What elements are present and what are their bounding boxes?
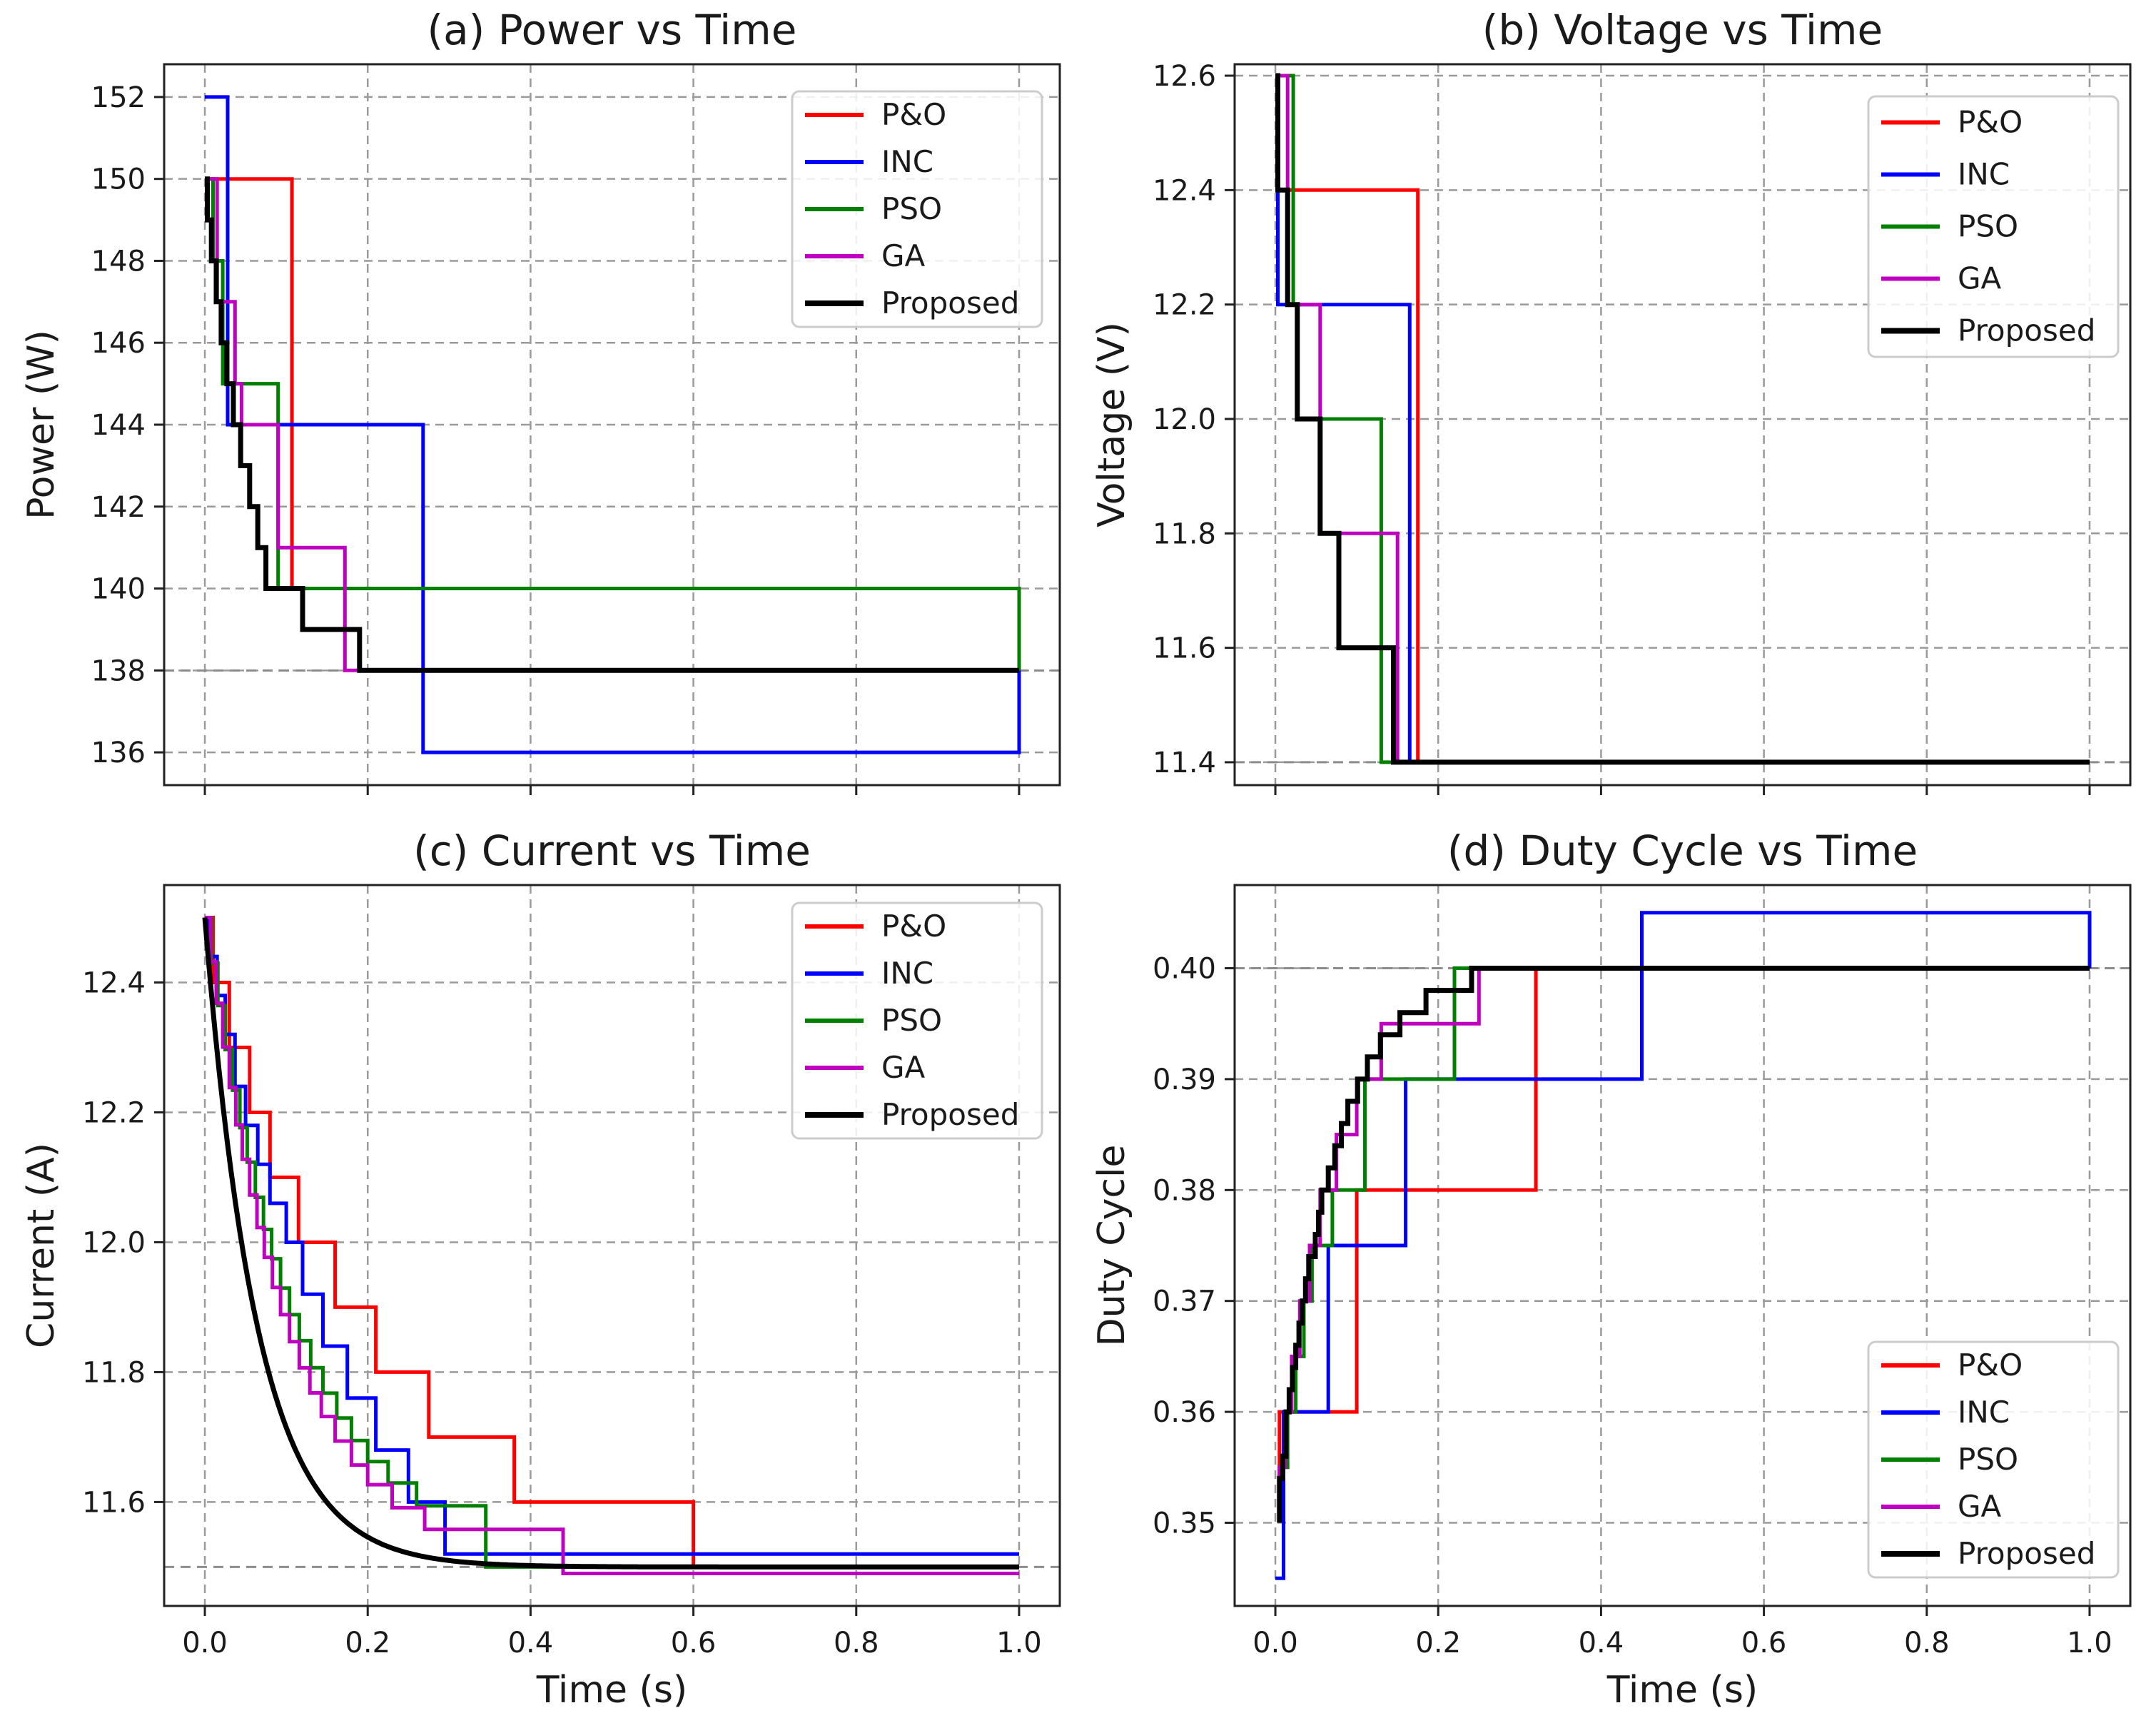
y-tick-label: 12.4 [82, 966, 146, 999]
legend-label: INC [1958, 1395, 2010, 1430]
legend-label: Proposed [1958, 313, 2095, 348]
legend: P&O INC PSO GA Proposed [1867, 95, 2120, 358]
x-tick-label: 0.8 [1904, 1627, 1950, 1659]
y-tick-label: 11.8 [1153, 517, 1216, 550]
y-tick-label: 12.2 [1153, 289, 1216, 322]
legend-box [791, 90, 1043, 328]
chart-panel-4: 0.0 0.2 0.4 0.6 0.8 1.0 0.35 0.36 0.37 0.38 0.39 0.… [1090, 827, 2132, 1712]
x-tick-label: 0.4 [508, 1627, 554, 1659]
x-tick-label: 0.0 [1252, 1627, 1298, 1659]
y-tick-label: 140 [91, 573, 146, 606]
x-axis-label: Time (s) [536, 1669, 687, 1712]
y-tick-label: 12.2 [82, 1096, 146, 1129]
series-line-proposed [202, 917, 1019, 1570]
chart-title: (b) Voltage vs Time [1482, 6, 1883, 54]
y-tick-label: 12.6 [1153, 60, 1216, 93]
legend-label: GA [1958, 1489, 2002, 1524]
plot-area [1275, 73, 2090, 765]
legend-label: GA [1958, 261, 2002, 296]
chart-panel-3: 0.0 0.2 0.4 0.6 0.8 1.0 11.6 11.8 12.0 12.2 12.4 (c… [20, 827, 1061, 1712]
y-axis-label: Current (A) [20, 1143, 63, 1348]
chart-panel-2: 11.4 11.6 11.8 12.0 12.2 12.4 12.6 (b) Voltage … [1090, 6, 2132, 795]
plot-area [205, 95, 1021, 754]
series-line-pso [205, 916, 1019, 1569]
y-axis-label: Duty Cycle [1090, 1145, 1133, 1347]
x-tick-label: 0.0 [182, 1627, 228, 1659]
legend-label: Proposed [881, 1097, 1019, 1132]
x-tick-label: 0.6 [671, 1627, 717, 1659]
x-tick-label: 0.2 [1415, 1627, 1461, 1659]
y-tick-label: 11.8 [82, 1356, 146, 1389]
y-tick-label: 11.4 [1153, 747, 1216, 779]
y-tick-label: 11.6 [82, 1486, 146, 1519]
series-line-po [205, 916, 1019, 1569]
y-tick-label: 12.0 [82, 1226, 146, 1259]
legend-label: PSO [881, 191, 942, 226]
y-tick-label: 0.36 [1153, 1396, 1216, 1429]
legend-label: PSO [881, 1003, 942, 1038]
y-tick-label: 0.38 [1153, 1174, 1216, 1207]
legend-label: P&O [881, 97, 946, 132]
chart-title: (a) Power vs Time [427, 6, 797, 54]
y-tick-label: 142 [91, 491, 146, 524]
series-line-inc [205, 95, 1021, 754]
x-tick-label: 0.6 [1741, 1627, 1787, 1659]
legend-label: GA [881, 238, 926, 273]
legend-box [1867, 95, 2120, 358]
plot-area [202, 916, 1019, 1575]
y-tick-label: 0.37 [1153, 1285, 1216, 1318]
x-tick-label: 0.4 [1579, 1627, 1624, 1659]
x-axis-label: Time (s) [1606, 1669, 1758, 1712]
y-tick-label: 136 [91, 737, 146, 769]
x-tick-label: 0.2 [345, 1627, 390, 1659]
plot-area [1275, 911, 2092, 1580]
series-line-pso [205, 177, 1021, 671]
y-axis-label: Power (W) [20, 330, 63, 520]
y-tick-label: 150 [91, 163, 146, 196]
y-tick-label: 0.35 [1153, 1507, 1216, 1540]
legend-label: PSO [1958, 1442, 2018, 1477]
chart-title: (c) Current vs Time [413, 827, 811, 875]
chart-title: (d) Duty Cycle vs Time [1447, 827, 1918, 875]
legend-box [791, 901, 1043, 1140]
legend-box [1867, 1340, 2120, 1579]
y-tick-label: 148 [91, 245, 146, 278]
x-tick-label: 1.0 [2067, 1627, 2112, 1659]
y-tick-label: 11.6 [1153, 632, 1216, 665]
legend-label: INC [881, 144, 933, 179]
x-tick-label: 0.8 [834, 1627, 879, 1659]
axes-frame [1233, 884, 2132, 1607]
legend: P&O INC PSO GA Proposed [791, 901, 1043, 1140]
chart-panel-1: 136 138 140 142 144 146 148 150 152 (a) Power vs … [20, 6, 1061, 795]
legend-label: GA [881, 1050, 926, 1085]
legend: P&O INC PSO GA Proposed [1867, 1340, 2120, 1579]
series-line-proposed [1277, 966, 2090, 1523]
y-tick-label: 12.4 [1153, 174, 1216, 207]
y-axis-label: Voltage (V) [1090, 322, 1133, 527]
legend-label: INC [1958, 157, 2010, 192]
y-tick-label: 144 [91, 409, 146, 442]
legend-label: PSO [1958, 209, 2018, 244]
y-tick-label: 146 [91, 327, 146, 360]
y-tick-label: 0.39 [1153, 1063, 1216, 1096]
legend-label: Proposed [881, 286, 1019, 320]
series-line-proposed [205, 176, 1019, 673]
legend: P&O INC PSO GA Proposed [791, 90, 1043, 328]
y-tick-label: 138 [91, 655, 146, 687]
legend-label: P&O [1958, 105, 2023, 140]
series-line-ga [205, 916, 1019, 1575]
legend-label: INC [881, 956, 933, 991]
legend-label: P&O [1958, 1348, 2023, 1383]
legend-label: Proposed [1958, 1536, 2095, 1571]
legend-label: P&O [881, 909, 946, 944]
x-tick-label: 1.0 [996, 1627, 1042, 1659]
series-line-inc [205, 916, 1019, 1556]
axes-frame [163, 884, 1061, 1607]
y-tick-label: 152 [91, 81, 146, 114]
y-tick-label: 12.0 [1153, 403, 1216, 436]
axes-frame [1233, 63, 2132, 787]
series-line-proposed [1275, 73, 2090, 765]
y-tick-label: 0.40 [1153, 953, 1216, 986]
